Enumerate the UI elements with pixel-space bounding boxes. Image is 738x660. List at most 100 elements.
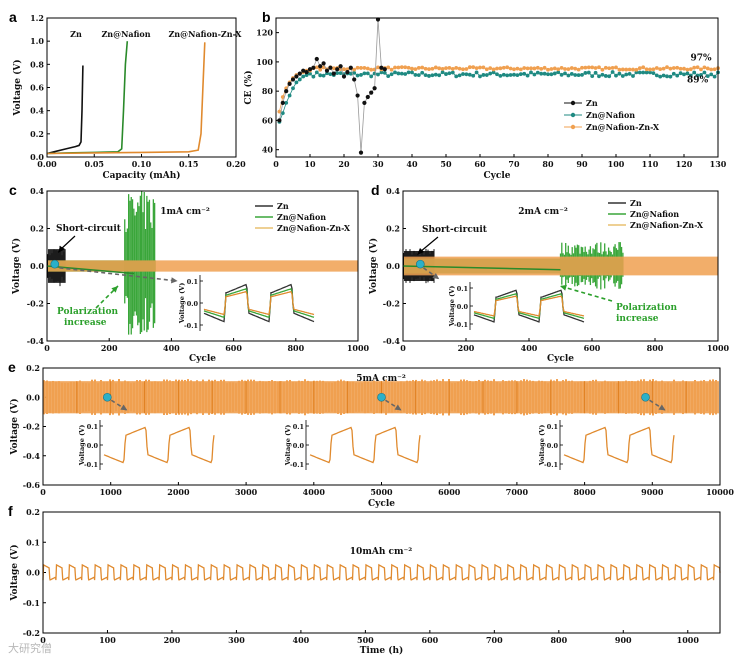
ce-point <box>328 72 333 77</box>
ce-point <box>287 93 292 98</box>
ce-point <box>297 77 302 82</box>
inset-tick-label: -0.1 <box>290 461 304 469</box>
ce-point <box>597 65 601 70</box>
panel-e: 0 1000 2000 3000 4000 5000 6000 7000 8000 9000 100… <box>8 359 734 509</box>
x-tick-label: 0 <box>40 487 46 497</box>
ce-point <box>705 66 710 71</box>
ce-point <box>603 65 608 70</box>
ce-point <box>369 74 374 79</box>
marker-dot <box>377 392 386 402</box>
ce-point <box>644 70 649 75</box>
y-tick-label: 0.2 <box>386 224 400 234</box>
y-tick-label: 0.0 <box>30 152 44 162</box>
y-axis-label: CE (%) <box>243 70 254 104</box>
ce-point <box>627 71 632 76</box>
ce-point <box>454 65 459 70</box>
panel-a: 0.00 0.05 0.10 0.15 0.20 0.0 0.2 0.4 0.6 0.8 1.0 1.… <box>9 9 246 181</box>
x-tick-label: 10 <box>304 159 316 169</box>
ce-point <box>495 72 499 77</box>
ce-point <box>396 71 401 76</box>
ce-point <box>505 65 510 70</box>
ce-point <box>508 66 513 71</box>
x-tick-label: 800 <box>287 343 304 353</box>
x-tick-label: 10000 <box>706 487 734 497</box>
ce-point <box>518 72 523 77</box>
ce-point <box>563 71 567 76</box>
ce-point <box>495 66 499 71</box>
plot-frame <box>275 17 719 158</box>
x-tick-label: 500 <box>357 635 374 645</box>
ce-point <box>631 67 635 72</box>
ce-point <box>488 71 493 76</box>
inset-voltage-curve <box>473 295 585 317</box>
y-tick-label: 0.0 <box>26 392 40 402</box>
chart-title: 10mAh cm⁻² <box>350 547 412 557</box>
ce-point <box>559 65 564 70</box>
x-tick-label: 300 <box>228 635 245 645</box>
ce-point <box>481 65 486 70</box>
ce-point <box>379 70 384 75</box>
ce-point <box>603 74 608 78</box>
ce-point <box>671 66 676 70</box>
inset-y-label: Voltage (V) <box>78 425 86 467</box>
inset-tick-label: 0.0 <box>187 300 199 308</box>
panel-f: 0 100 200 300 400 500 600 700 800 900 1000 -0.2 -0.1… <box>8 503 721 656</box>
marker-dot <box>50 259 60 269</box>
pointer-arrow <box>95 285 119 309</box>
ce-point <box>491 67 496 72</box>
plot-frame <box>42 511 721 634</box>
ce-point-zn <box>294 74 299 79</box>
panel-d: 0 200 400 600 800 1000 -0.4 -0.2 0.0 0.2 0.4 Cycle V… <box>368 182 730 364</box>
x-axis-label: Cycle <box>368 499 395 509</box>
annotation-short-circuit: Short-circuit <box>56 224 122 234</box>
ce-point <box>637 66 642 71</box>
x-tick-label: 1000 <box>100 487 123 497</box>
ce-point <box>586 70 591 75</box>
y-tick-label: -0.4 <box>383 336 401 346</box>
ce-point <box>311 74 316 79</box>
marker-dot <box>103 392 112 402</box>
x-tick-label: 60 <box>474 159 486 169</box>
arrow-head <box>120 404 128 411</box>
ce-point <box>532 66 537 71</box>
ce-point <box>498 66 503 71</box>
ce-point <box>539 66 544 71</box>
y-tick-label: 0.4 <box>386 186 400 196</box>
x-tick-label: 800 <box>647 343 664 353</box>
ce-point <box>535 70 540 75</box>
ce-point-zn <box>338 64 343 69</box>
ce-point <box>427 67 431 72</box>
y-tick-label: 40 <box>262 145 274 155</box>
y-tick-label: -0.2 <box>27 299 44 309</box>
ce-point <box>365 71 370 76</box>
ce-point <box>515 66 520 71</box>
panel-b: 0 10 20 30 40 50 60 70 80 90 100 110 120 130 40 60 80 100… <box>243 9 727 181</box>
ce-point <box>484 67 489 72</box>
ce-point-zn <box>304 70 309 75</box>
ce-point <box>474 66 479 71</box>
x-tick-label: 7000 <box>506 487 529 497</box>
ce-point <box>294 80 299 85</box>
ce-point <box>566 67 571 72</box>
ce-point <box>661 73 666 78</box>
ce-point <box>338 71 343 76</box>
ce-point <box>386 65 391 70</box>
ce-point <box>362 66 367 70</box>
ce-point <box>301 74 306 79</box>
ce-point-zn <box>365 94 370 100</box>
ce-point <box>427 74 431 78</box>
ce-point <box>709 67 714 72</box>
inset-tick-label: 0.0 <box>547 442 559 450</box>
x-tick-label: 50 <box>440 159 452 169</box>
x-tick-label: 600 <box>584 343 601 353</box>
panel-label: e <box>8 359 16 375</box>
ce-point <box>641 70 646 75</box>
ce-point <box>614 73 618 78</box>
ce-point <box>321 65 326 70</box>
ce-point <box>671 71 676 76</box>
ce-point <box>563 67 567 71</box>
ce-point <box>620 67 625 72</box>
ce-point <box>447 65 452 70</box>
